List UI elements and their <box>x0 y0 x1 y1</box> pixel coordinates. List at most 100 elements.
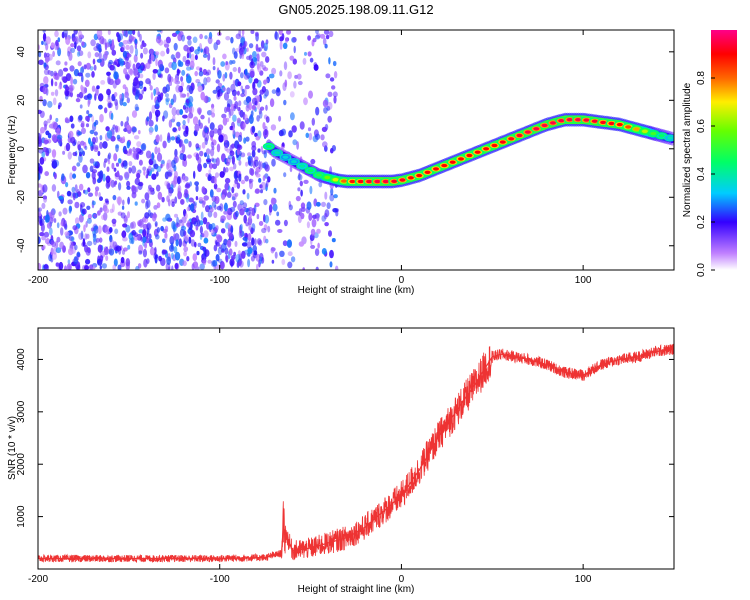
noise-cell <box>46 147 52 154</box>
noise-cell <box>250 255 255 262</box>
noise-cell <box>180 81 184 88</box>
noise-cell <box>170 242 174 250</box>
noise-cell <box>103 208 110 214</box>
noise-cell <box>287 71 292 80</box>
noise-cell <box>195 143 200 149</box>
noise-cell <box>39 165 43 174</box>
noise-cell <box>116 196 123 205</box>
noise-cell <box>230 260 234 268</box>
noise-cell <box>222 87 227 92</box>
ridge-peak-core <box>449 160 456 164</box>
noise-cell <box>333 194 338 199</box>
noise-cell <box>195 196 199 201</box>
noise-cell <box>167 132 171 141</box>
noise-cell <box>71 186 76 193</box>
noise-cell <box>123 171 130 179</box>
noise-cell <box>322 37 327 46</box>
noise-cell <box>138 159 143 166</box>
noise-cell <box>217 128 222 136</box>
noise-cell <box>297 187 301 192</box>
noise-cell <box>172 127 177 133</box>
noise-cell <box>326 202 331 210</box>
noise-cell <box>131 126 137 133</box>
noise-cell <box>38 136 42 143</box>
noise-cell <box>254 31 259 37</box>
noise-cell <box>222 116 228 126</box>
noise-cell <box>129 44 134 54</box>
noise-cell <box>215 225 219 231</box>
noise-cell <box>248 43 254 49</box>
ridge-peak-core <box>600 120 607 125</box>
noise-cell <box>65 90 69 97</box>
noise-cell <box>98 93 104 102</box>
noise-cell <box>228 109 232 119</box>
noise-cell <box>146 116 150 122</box>
noise-cell <box>64 32 68 40</box>
ridge-peak-core <box>550 121 556 125</box>
noise-cell <box>251 149 256 158</box>
noise-cell <box>321 215 327 222</box>
snr-series-noise <box>38 343 674 564</box>
noise-cell <box>118 57 123 64</box>
noise-cell <box>148 80 152 87</box>
noise-cell <box>46 222 52 229</box>
noise-cell <box>295 211 301 216</box>
noise-cell <box>42 30 46 33</box>
noise-cell <box>236 182 241 189</box>
noise-cell <box>109 208 114 214</box>
ridge-peak-core <box>483 147 490 151</box>
ridge-peak-core <box>458 157 464 161</box>
noise-cell <box>295 195 301 202</box>
noise-cell <box>45 42 49 51</box>
noise-cell <box>155 134 160 143</box>
noise-cell <box>115 245 122 252</box>
noise-cell <box>254 156 259 162</box>
noise-cell <box>122 40 129 45</box>
noise-cell <box>131 229 136 236</box>
noise-cell <box>205 158 212 163</box>
noise-cell <box>96 85 100 90</box>
noise-cell <box>259 256 263 265</box>
noise-cell <box>40 126 45 134</box>
noise-cell <box>97 150 101 157</box>
noise-cell <box>73 30 78 35</box>
noise-cell <box>122 199 125 206</box>
noise-cell <box>137 182 143 191</box>
noise-cell <box>271 158 276 167</box>
noise-cell <box>108 248 115 256</box>
noise-cell <box>198 108 202 116</box>
noise-cell <box>207 117 211 124</box>
noise-cell <box>241 30 245 36</box>
noise-cell <box>90 227 95 232</box>
noise-cell <box>173 77 178 84</box>
noise-cell <box>239 223 243 232</box>
noise-cell <box>70 236 75 242</box>
noise-cell <box>80 120 85 129</box>
noise-cell <box>152 72 156 80</box>
noise-cell <box>52 50 55 58</box>
noise-cell <box>112 194 117 201</box>
noise-cell <box>115 102 119 111</box>
noise-cell <box>84 79 90 88</box>
noise-cell <box>186 256 190 262</box>
noise-cell <box>279 250 285 257</box>
noise-cell <box>329 261 333 268</box>
noise-cell <box>95 87 99 96</box>
noise-cell <box>223 92 230 101</box>
noise-cell <box>283 172 287 178</box>
noise-cell <box>318 181 323 188</box>
noise-cell <box>230 225 234 234</box>
noise-cell <box>211 112 216 118</box>
noise-cell <box>246 47 249 52</box>
noise-cell <box>138 130 141 135</box>
noise-cell <box>231 186 235 194</box>
noise-cell <box>65 182 69 188</box>
noise-cell <box>183 192 189 198</box>
noise-cell <box>198 70 204 77</box>
noise-cell <box>219 171 225 178</box>
noise-cell <box>43 195 48 203</box>
spectrogram-x-label: Height of straight line (km) <box>298 285 415 296</box>
noise-cell <box>113 167 117 172</box>
noise-cell <box>240 179 246 185</box>
noise-cell <box>203 162 208 169</box>
